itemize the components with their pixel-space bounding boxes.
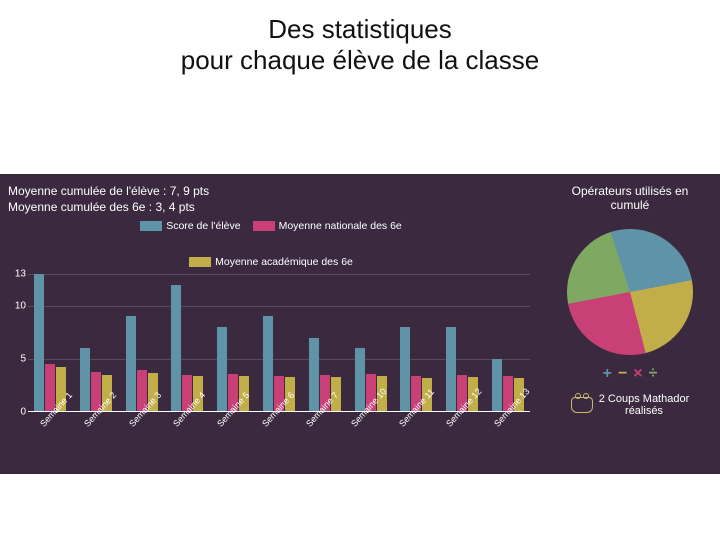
student-avg-value: 7, 9 pts (170, 184, 209, 198)
bar-chart: 051013 Semaine 1Semaine 2Semaine 3Semain… (28, 274, 530, 434)
y-tick: 13 (15, 269, 26, 280)
title-line-2: pour chaque élève de la classe (0, 45, 720, 76)
operator-symbol: ÷ (649, 365, 658, 382)
x-axis-labels: Semaine 1Semaine 2Semaine 3Semaine 4Sema… (28, 416, 530, 476)
bar (34, 274, 44, 412)
legend-item: Score de l'élève (140, 220, 240, 232)
badge-line1: Coups Mathador (608, 393, 689, 405)
legend-swatch (253, 221, 275, 231)
bar (217, 327, 227, 412)
legend: Score de l'élève Moyenne nationale des 6e… (8, 220, 534, 268)
badge-count: 2 (599, 393, 605, 405)
bar-group (303, 274, 347, 412)
bar-group (211, 274, 255, 412)
y-axis: 051013 (8, 274, 26, 412)
y-tick: 0 (20, 407, 26, 418)
bar (309, 338, 319, 412)
stats-dashboard: Moyenne cumulée de l'élève : 7, 9 pts Mo… (0, 174, 720, 474)
legend-swatch (189, 257, 211, 267)
title-line-1: Des statistiques (0, 14, 720, 45)
mathador-badge: 2 Coups Mathador réalisés (546, 393, 714, 417)
operator-symbol: − (618, 365, 627, 382)
legend-item: Moyenne nationale des 6e (253, 220, 402, 232)
y-tick: 5 (20, 353, 26, 364)
badge-text: 2 Coups Mathador réalisés (599, 393, 690, 417)
pie-title-line1: Opérateurs utilisés en (572, 184, 689, 198)
bar (400, 327, 410, 412)
bar (171, 285, 181, 412)
class-avg: Moyenne cumulée des 6e : 3, 4 pts (8, 200, 534, 214)
pie-slices (565, 227, 695, 357)
bar-group (257, 274, 301, 412)
pie-panel: Opérateurs utilisés en cumulé +−× ÷ 2 Cou… (540, 174, 720, 474)
pie-title-line2: cumulé (611, 198, 650, 212)
legend-label: Moyenne nationale des 6e (279, 220, 402, 232)
bar (355, 348, 365, 412)
legend-item: Moyenne académique des 6e (189, 256, 353, 268)
legend-label: Moyenne académique des 6e (215, 256, 353, 268)
bar (126, 316, 136, 412)
class-avg-label: Moyenne cumulée des 6e : (8, 200, 152, 214)
operator-symbol: + (603, 365, 612, 382)
slide-title: Des statistiques pour chaque élève de la… (0, 0, 720, 76)
pie-title: Opérateurs utilisés en cumulé (546, 184, 714, 213)
legend-label: Score de l'élève (166, 220, 240, 232)
operators-legend: +−× ÷ (546, 365, 714, 383)
bar (446, 327, 456, 412)
pie-chart (565, 227, 695, 357)
class-avg-value: 3, 4 pts (155, 200, 194, 214)
trophy-icon (571, 397, 593, 413)
student-avg: Moyenne cumulée de l'élève : 7, 9 pts (8, 184, 534, 198)
y-tick: 10 (15, 300, 26, 311)
legend-swatch (140, 221, 162, 231)
student-avg-label: Moyenne cumulée de l'élève : (8, 184, 166, 198)
operator-symbol: × (633, 365, 642, 382)
bar-chart-panel: Moyenne cumulée de l'élève : 7, 9 pts Mo… (0, 174, 540, 474)
bars-viewport (28, 274, 530, 412)
bar (263, 316, 273, 412)
badge-line2: réalisés (625, 405, 663, 417)
